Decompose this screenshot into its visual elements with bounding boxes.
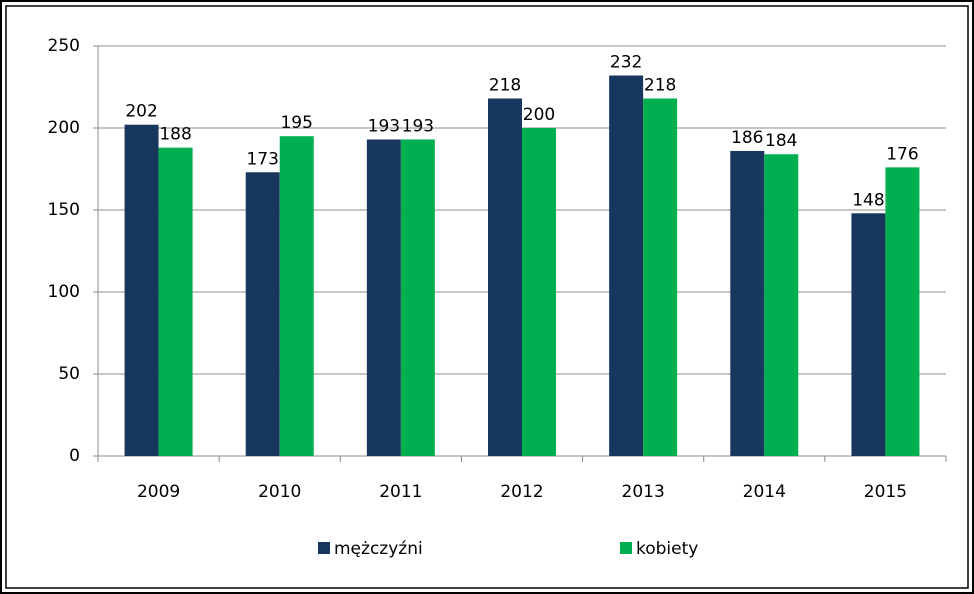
data-label: 193: [368, 116, 400, 136]
inner-frame: [5, 5, 969, 589]
x-tick-label: 2012: [500, 482, 543, 502]
x-tick-label: 2011: [379, 482, 422, 502]
bar: [158, 147, 193, 456]
bar: [522, 128, 556, 456]
data-label: 176: [886, 144, 918, 164]
data-label: 186: [731, 128, 763, 148]
y-tick-label: 50: [58, 364, 80, 384]
x-tick-label: 2009: [137, 482, 180, 502]
data-label: 218: [489, 75, 521, 95]
y-tick-label: 0: [69, 446, 80, 466]
y-tick-label: 250: [48, 36, 80, 56]
data-label: 200: [523, 105, 555, 125]
bar: [488, 98, 522, 456]
legend-label: kobiety: [636, 539, 698, 559]
legend-swatch: [620, 542, 632, 554]
data-label: 173: [246, 149, 278, 169]
y-tick-label: 100: [48, 282, 80, 302]
data-label: 195: [280, 113, 312, 133]
bar: [279, 136, 314, 456]
bar: [609, 75, 644, 457]
x-tick-label: 2015: [864, 482, 907, 502]
bar: [764, 154, 799, 457]
bar: [366, 139, 401, 457]
data-label: 184: [765, 131, 797, 151]
data-label: 148: [852, 190, 884, 210]
legend-swatch: [318, 542, 330, 554]
bar: [851, 213, 886, 456]
legend-label: mężczyźni: [334, 539, 423, 559]
data-label: 188: [159, 125, 191, 145]
data-label: 193: [402, 116, 434, 136]
x-tick-label: 2014: [743, 482, 786, 502]
bar: [400, 139, 435, 457]
bar: [245, 172, 280, 456]
y-tick-label: 200: [48, 118, 80, 138]
y-tick-label: 150: [48, 200, 80, 220]
x-tick-label: 2013: [622, 482, 665, 502]
bar: [730, 150, 765, 456]
data-label: 232: [610, 53, 642, 73]
data-label: 202: [125, 102, 157, 122]
bar: [885, 167, 920, 457]
bar: [643, 98, 678, 456]
x-tick-label: 2010: [258, 482, 301, 502]
data-label: 218: [644, 75, 676, 95]
bar: [124, 124, 159, 456]
